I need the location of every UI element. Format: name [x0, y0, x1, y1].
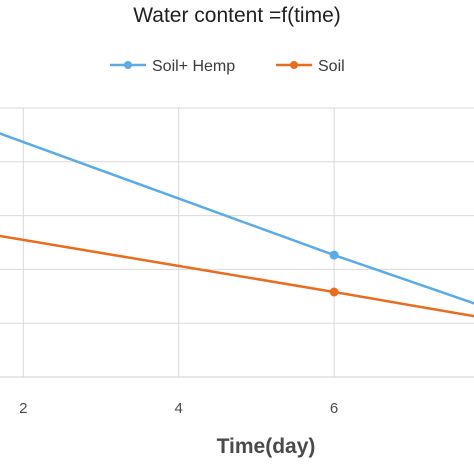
chart-title: Water content =f(time)	[133, 4, 341, 27]
series-line-soil-hemp	[0, 132, 474, 305]
legend-marker-soil-hemp	[124, 61, 132, 69]
legend-label-soil: Soil	[318, 58, 345, 75]
x-tick-label: 2	[19, 400, 27, 417]
legend: Soil+ Hemp Soil	[110, 58, 345, 75]
x-axis-title: Time(day)	[217, 435, 316, 458]
x-tick-label: 4	[175, 400, 183, 417]
data-point-soil	[329, 287, 339, 297]
legend-label-soil-hemp: Soil+ Hemp	[152, 58, 235, 75]
plot-series	[0, 132, 474, 318]
legend-item-soil: Soil	[276, 58, 345, 75]
x-tick-label: 6	[330, 400, 338, 417]
series-line-soil	[0, 234, 474, 318]
legend-marker-soil	[290, 61, 298, 69]
legend-item-soil-hemp: Soil+ Hemp	[110, 58, 235, 75]
grid-lines	[0, 107, 474, 377]
data-point-soil-hemp	[329, 250, 339, 260]
x-axis: 2 4 6	[0, 376, 474, 417]
